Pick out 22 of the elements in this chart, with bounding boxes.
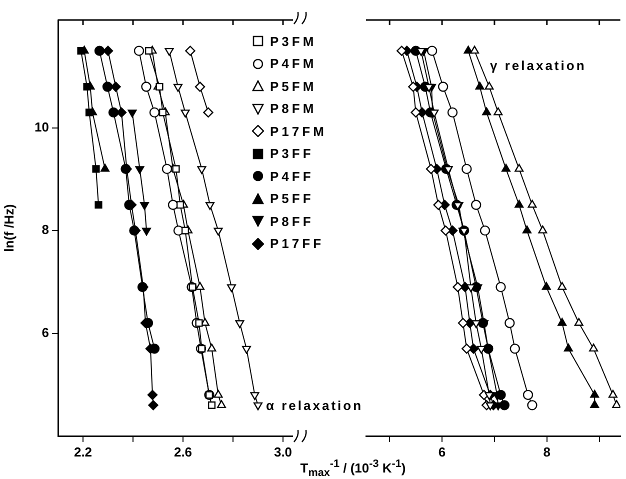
legend-label: P3FF [270,146,314,162]
legend-label: P5FF [270,191,314,206]
x-axis-title: T$_{max}$$^{-1}$ / (10$^{-3}$ K$^{-1}$) [299,458,407,479]
annotation: α relaxation [266,398,364,413]
legend-label: P5FM [270,78,317,94]
legend-label: P4FM [270,56,317,72]
y-tick-label: 6 [42,324,49,340]
y-tick-label: 10 [34,119,49,134]
x-tick-label: 2.2 [74,444,92,460]
legend-label: P3FM [270,34,317,49]
legend-label: P8FF [270,214,314,229]
y-axis-title: ln(f /Hz) [1,204,16,252]
y-tick-label: 8 [42,222,49,238]
legend-label: P8FM [270,101,317,116]
x-tick-label: 6 [438,444,446,460]
x-tick-label: 2.6 [174,444,192,460]
x-tick-label: 3.0 [274,444,292,460]
legend-label: P4FF [270,168,314,184]
legend-label: P17FM [270,124,327,139]
annotation: γ relaxation [490,58,586,73]
x-tick-label: 8 [543,444,551,460]
legend-label: P17FF [270,236,324,252]
